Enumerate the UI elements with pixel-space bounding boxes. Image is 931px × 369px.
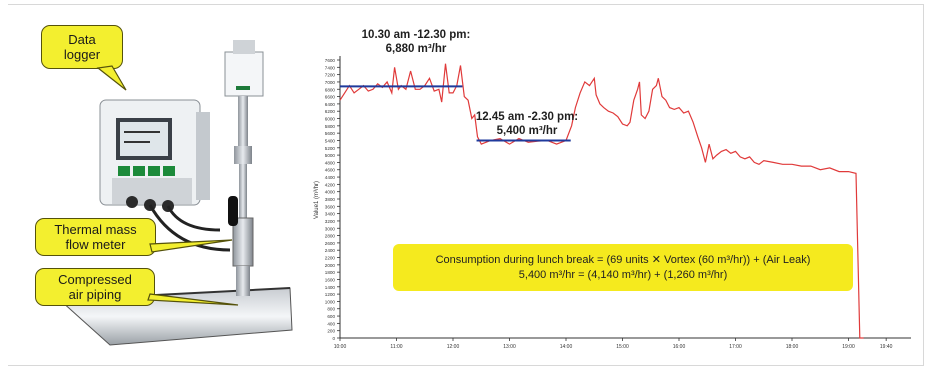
y-tick-label: 6200: [325, 109, 336, 114]
y-tick-label: 200: [327, 329, 335, 334]
y-tick-label: 4800: [325, 160, 336, 165]
y-tick-label: 3400: [325, 212, 336, 217]
y-tick-label: 2800: [325, 234, 336, 239]
y-tick-label: 6600: [325, 95, 336, 100]
y-tick-label: 1400: [325, 285, 336, 290]
x-tick-label: 12:00: [447, 344, 460, 350]
y-tick-label: 3800: [325, 197, 336, 202]
compressed-air-callout: Compressed air piping: [35, 268, 155, 306]
y-tick-label: 2400: [325, 248, 336, 253]
y-tick-label: 1200: [325, 292, 336, 297]
callout-pointers: [96, 65, 239, 306]
y-tick-label: 3000: [325, 226, 336, 231]
x-tick-label: 14:00: [560, 344, 573, 350]
y-tick-label: 1600: [325, 277, 336, 282]
y-tick-label: 5400: [325, 138, 336, 143]
y-tick-label: 4600: [325, 168, 336, 173]
x-tick-label: 19:00: [842, 344, 855, 350]
flow-series-line: [339, 63, 864, 339]
y-tick-label: 3200: [325, 219, 336, 224]
y-tick-label: 6000: [325, 117, 336, 122]
x-tick-label: 16:00: [673, 344, 686, 350]
y-tick-label: 4200: [325, 182, 336, 187]
y-tick-label: 1000: [325, 299, 336, 304]
lunch-time: 12.45 am -2.30 pm:: [475, 111, 579, 123]
x-tick-label: 11:00: [390, 344, 402, 350]
summary-line-2: 5,400 m³/hr = (4,140 m³/hr) + (1,260 m³/…: [518, 268, 728, 281]
x-tick-label: 13:00: [503, 344, 516, 350]
x-tick-label: 17:00: [729, 344, 742, 350]
y-axis-label: Value1 (m³/hr): [314, 181, 320, 219]
equipment-illustration: [58, 40, 293, 346]
y-tick-label: 7600: [325, 58, 336, 63]
x-tick-label: 18:00: [786, 344, 799, 350]
thermal-meter-callout: Thermal mass flow meter: [35, 218, 156, 256]
morning-time: 10.30 am -12.30 pm:: [361, 29, 471, 41]
x-tick-label: 10:00: [334, 344, 347, 350]
y-tick-label: 6800: [325, 87, 336, 92]
y-tick-label: 6400: [325, 102, 336, 107]
y-tick-label: 0: [332, 336, 335, 341]
y-tick-label: 1800: [325, 270, 336, 275]
y-tick-label: 5200: [325, 146, 336, 151]
morning-rate: 6,880 m³/hr: [385, 43, 447, 55]
figure-frame: [8, 4, 924, 366]
y-tick-label: 4000: [325, 190, 336, 195]
y-tick-label: 4400: [325, 175, 336, 180]
lunch-annotation: 12.45 am -2.30 pm: 5,400 m³/hr: [452, 110, 602, 138]
y-tick-label: 3600: [325, 204, 336, 209]
y-tick-label: 600: [327, 314, 335, 319]
y-tick-label: 5800: [325, 124, 336, 129]
y-tick-label: 2200: [325, 256, 336, 261]
consumption-summary: Consumption during lunch break = (69 uni…: [393, 244, 853, 291]
y-tick-label: 2600: [325, 241, 336, 246]
y-tick-label: 400: [327, 321, 335, 326]
lunch-rate: 5,400 m³/hr: [496, 125, 558, 137]
y-tick-label: 2000: [325, 263, 336, 268]
data-logger-callout: Data logger: [41, 25, 123, 69]
morning-annotation: 10.30 am -12.30 pm: 6,880 m³/hr: [336, 28, 496, 56]
x-tick-label: 15:00: [616, 344, 629, 350]
y-tick-label: 5000: [325, 153, 336, 158]
x-tick-label: 19:40: [880, 344, 893, 350]
y-tick-label: 5600: [325, 131, 336, 136]
y-tick-label: 7200: [325, 73, 336, 78]
y-tick-label: 7000: [325, 80, 336, 85]
y-tick-label: 800: [327, 307, 335, 312]
summary-line-1: Consumption during lunch break = (69 uni…: [435, 253, 811, 266]
y-tick-label: 7400: [325, 65, 336, 70]
